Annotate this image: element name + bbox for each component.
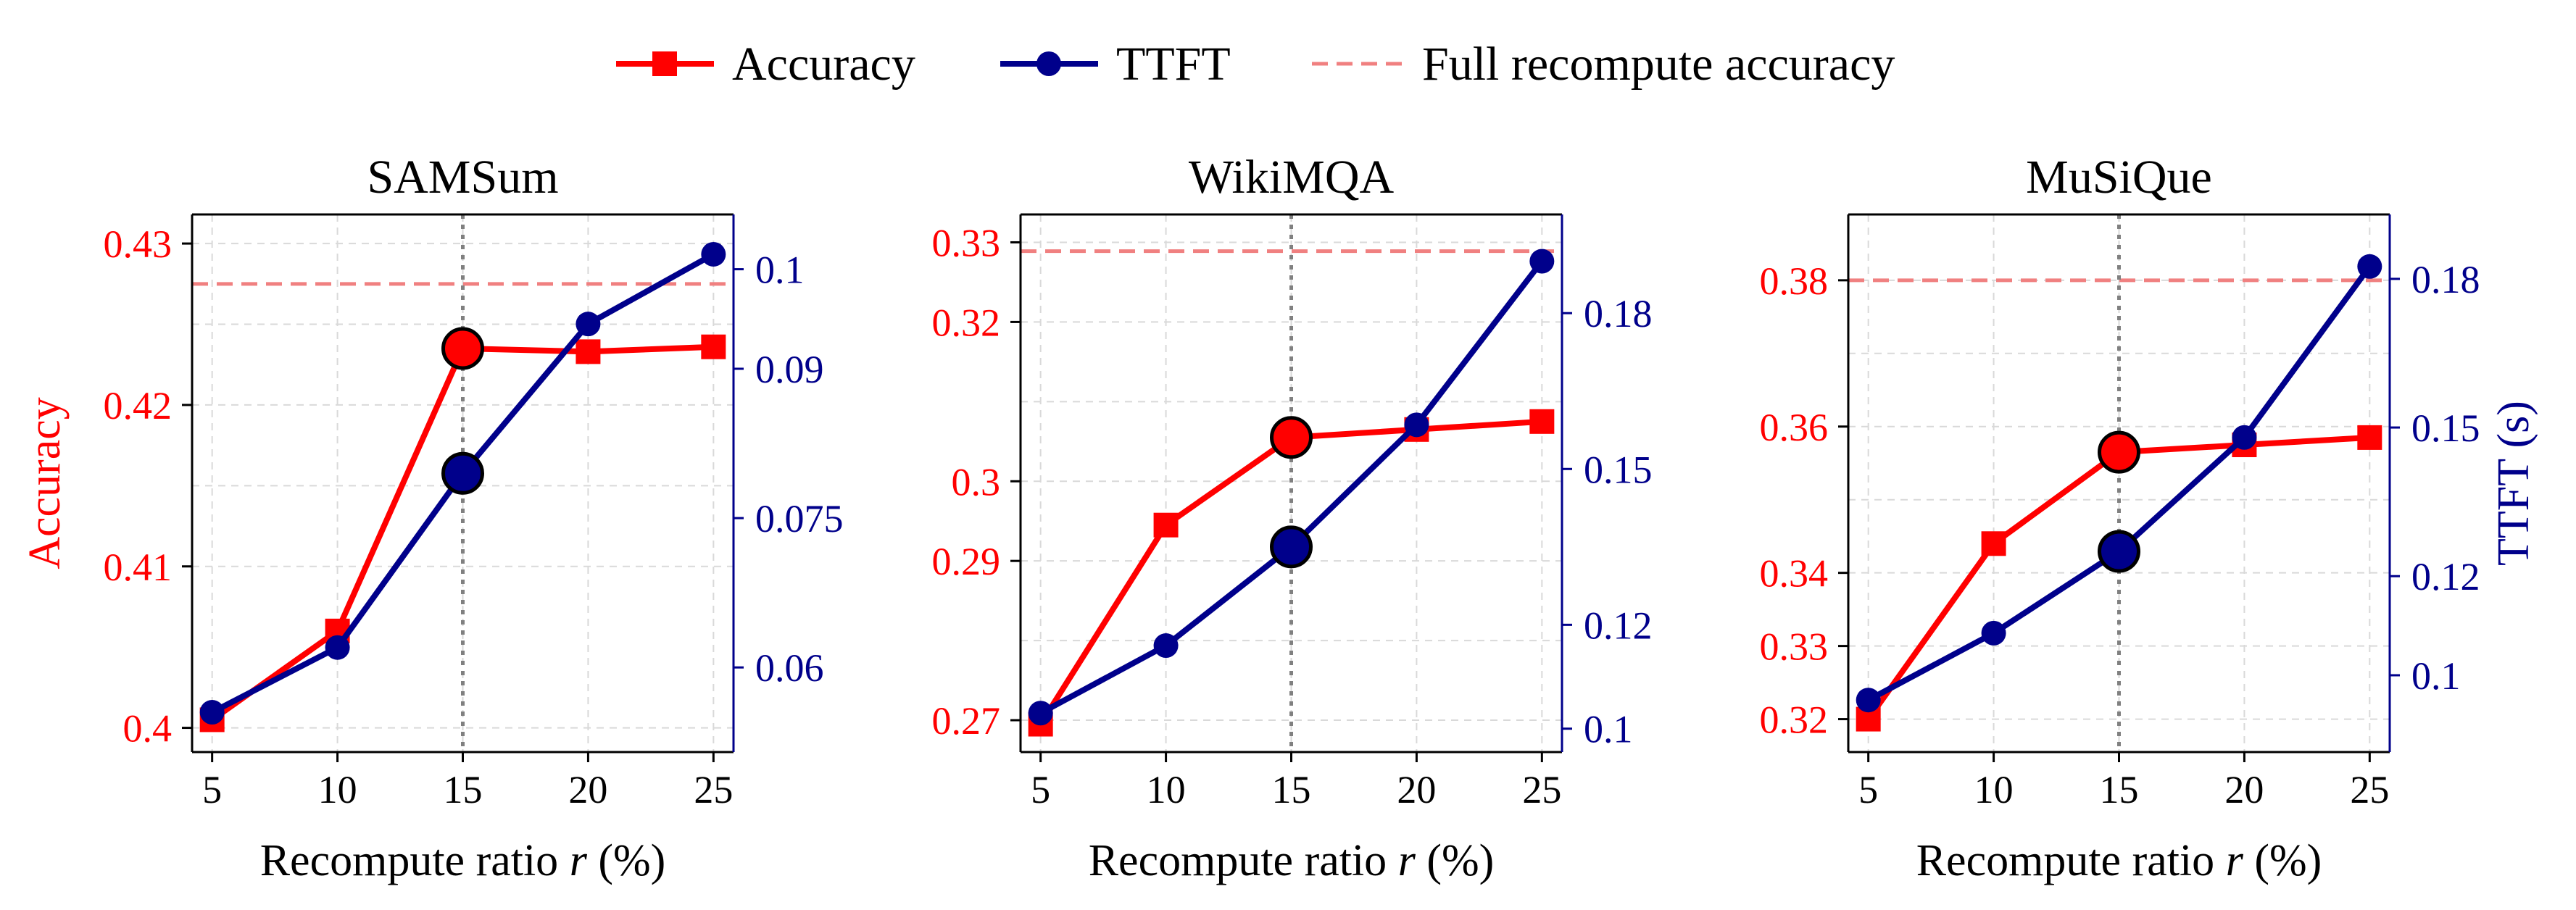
legend-full-label: Full recompute accuracy bbox=[1422, 38, 1895, 91]
x-tick-label: 25 bbox=[1522, 768, 1561, 811]
y-right-tick-label: 0.12 bbox=[1584, 604, 1653, 647]
ttft-point bbox=[1028, 701, 1053, 726]
y-right-tick-label: 0.09 bbox=[755, 348, 824, 391]
subplots: 5 10 15 20 25 0.4 0.41 0.42 0.43 0.06 0.075 0.09 0.1… bbox=[20, 151, 2538, 885]
ttft-point-highlight bbox=[2098, 530, 2140, 573]
legend-ttft-marker bbox=[1036, 51, 1061, 76]
subplot-samsum: 5 10 15 20 25 0.4 0.41 0.42 0.43 0.06 0.075 0.09 0.1… bbox=[20, 151, 844, 885]
y-right-tick-label: 0.18 bbox=[1584, 292, 1653, 335]
legend-entry-ttft: TTFT bbox=[1000, 38, 1231, 91]
y-right-tick-label: 0.06 bbox=[755, 646, 824, 690]
y-right-tick-label: 0.1 bbox=[1584, 708, 1633, 751]
ttft-point-highlight bbox=[1270, 525, 1313, 569]
x-tick-label: 15 bbox=[444, 768, 483, 811]
legend: Accuracy TTFT Full recompute accuracy bbox=[616, 38, 1895, 91]
x-tick-label: 5 bbox=[202, 768, 222, 811]
ttft-point-highlight bbox=[441, 451, 484, 495]
ttft-point bbox=[325, 635, 350, 660]
x-tick-label: 15 bbox=[1272, 768, 1311, 811]
ttft-point bbox=[1529, 249, 1555, 274]
series-ttft bbox=[1856, 254, 2382, 713]
accuracy-point bbox=[2357, 425, 2382, 450]
y-left-tick-label: 0.32 bbox=[1760, 698, 1829, 742]
legend-accuracy-label: Accuracy bbox=[732, 38, 915, 91]
ttft-point bbox=[2357, 254, 2382, 279]
y-left-tick-label: 0.33 bbox=[1760, 625, 1829, 669]
y-left-tick-label: 0.33 bbox=[932, 221, 1001, 264]
legend-entry-accuracy: Accuracy bbox=[616, 38, 915, 91]
accuracy-point-highlight bbox=[441, 327, 484, 370]
y-left-axis-label: Accuracy bbox=[20, 397, 70, 569]
series-accuracy bbox=[1856, 425, 2382, 732]
accuracy-point bbox=[1529, 409, 1555, 434]
series-accuracy bbox=[199, 327, 726, 732]
subplot-title: SAMSum bbox=[367, 151, 558, 204]
y-left-tick-label: 0.4 bbox=[123, 707, 173, 751]
y-left-tick-label: 0.36 bbox=[1760, 406, 1829, 449]
y-left-tick-label: 0.38 bbox=[1760, 259, 1829, 303]
ttft-point bbox=[1981, 620, 2006, 646]
ttft-point bbox=[1153, 633, 1179, 659]
legend-ttft-label: TTFT bbox=[1116, 38, 1231, 91]
x-axis-label: Recompute ratio r (%) bbox=[1089, 836, 1495, 885]
y-right-tick-label: 0.18 bbox=[2411, 258, 2480, 301]
ttft-point bbox=[1856, 688, 1881, 713]
x-tick-label: 25 bbox=[694, 768, 733, 811]
y-right-tick-label: 0.1 bbox=[2411, 654, 2461, 698]
y-left-tick-label: 0.29 bbox=[932, 540, 1001, 583]
x-tick-label: 20 bbox=[1397, 768, 1436, 811]
y-right-tick-label: 0.1 bbox=[755, 249, 805, 292]
x-tick-label: 10 bbox=[1974, 768, 2014, 811]
y-right-tick-label: 0.075 bbox=[755, 497, 844, 540]
accuracy-point bbox=[1981, 531, 2006, 556]
y-left-tick-label: 0.27 bbox=[932, 699, 1001, 743]
y-right-tick-label: 0.12 bbox=[2411, 555, 2480, 598]
y-left-tick-label: 0.41 bbox=[104, 546, 173, 589]
series-ttft bbox=[199, 241, 726, 725]
y-right-axis-label: TTFT (s) bbox=[2489, 401, 2538, 566]
series-ttft bbox=[1028, 249, 1555, 726]
x-axis-label: Recompute ratio r (%) bbox=[1916, 836, 2322, 885]
accuracy-point bbox=[576, 339, 601, 364]
x-tick-label: 5 bbox=[1858, 768, 1878, 811]
y-left-tick-label: 0.3 bbox=[952, 460, 1001, 504]
y-right-tick-label: 0.15 bbox=[2411, 406, 2480, 450]
ttft-point bbox=[701, 241, 726, 267]
y-left-tick-label: 0.34 bbox=[1760, 552, 1829, 596]
ttft-point bbox=[199, 700, 225, 725]
accuracy-point bbox=[701, 334, 726, 359]
y-left-tick-label: 0.32 bbox=[932, 301, 1001, 344]
x-tick-label: 5 bbox=[1031, 768, 1050, 811]
x-tick-label: 25 bbox=[2350, 768, 2389, 811]
y-left-tick-label: 0.42 bbox=[104, 384, 173, 427]
x-axis-label: Recompute ratio r (%) bbox=[260, 836, 666, 885]
subplot-wikimqa: 5 10 15 20 25 0.27 0.29 0.3 0.32 0.33 0.1 0.12 0.15 0… bbox=[932, 151, 1653, 885]
ttft-point bbox=[2232, 425, 2257, 450]
y-left-tick-label: 0.43 bbox=[104, 222, 173, 266]
accuracy-point-highlight bbox=[2098, 430, 2140, 474]
x-tick-label: 10 bbox=[318, 768, 357, 811]
x-tick-label: 15 bbox=[2100, 768, 2139, 811]
ttft-point bbox=[1404, 412, 1429, 438]
x-tick-label: 20 bbox=[2224, 768, 2264, 811]
accuracy-point bbox=[1153, 512, 1179, 538]
legend-accuracy-marker bbox=[652, 51, 677, 76]
y-right-tick-label: 0.15 bbox=[1584, 448, 1653, 491]
x-tick-label: 10 bbox=[1147, 768, 1186, 811]
legend-entry-full: Full recompute accuracy bbox=[1312, 38, 1895, 91]
subplot-title: WikiMQA bbox=[1189, 151, 1395, 204]
subplot-title: MuSiQue bbox=[2026, 151, 2212, 204]
subplot-musique: 5 10 15 20 25 0.32 0.33 0.34 0.36 0.38 0.1 0.12 0.15… bbox=[1760, 151, 2539, 885]
accuracy-point-highlight bbox=[1270, 416, 1313, 459]
ttft-point bbox=[576, 312, 601, 337]
x-tick-label: 20 bbox=[568, 768, 607, 811]
